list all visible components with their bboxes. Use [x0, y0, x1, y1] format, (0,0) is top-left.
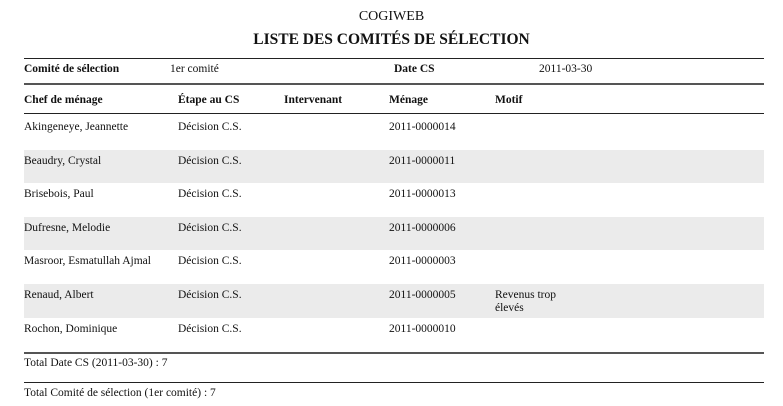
cell-chef-de-menage: Masroor, Esmatullah Ajmal — [24, 255, 151, 268]
cell-menage: 2011-0000014 — [389, 121, 456, 133]
cell-menage: 2011-0000003 — [389, 255, 456, 268]
divider — [24, 83, 764, 85]
date-value: 2011-03-30 — [539, 63, 593, 75]
table-row: Renaud, Albert Décision C.S. 2011-0000005 R… — [24, 284, 764, 318]
cell-etape: Décision C.S. — [178, 121, 242, 133]
report-title: LISTE DES COMITÉS DE SÉLECTION — [253, 31, 530, 48]
divider — [24, 113, 764, 114]
cell-menage: 2011-0000011 — [389, 154, 456, 167]
cell-chef-de-menage: Dufresne, Melodie — [24, 221, 111, 234]
cell-menage: 2011-0000005 — [389, 289, 456, 301]
cell-chef-de-menage: Rochon, Dominique — [24, 322, 118, 335]
cell-motif: Revenus trop élevés — [495, 289, 557, 314]
divider — [24, 352, 764, 354]
cell-chef-de-menage: Renaud, Albert — [24, 289, 94, 301]
divider — [24, 382, 764, 383]
cell-chef-de-menage: Akingeneye, Jeannette — [24, 121, 129, 133]
column-header-motif: Motif — [495, 94, 523, 106]
cell-etape: Décision C.S. — [178, 221, 242, 234]
committee-value: 1er comité — [170, 63, 219, 75]
cell-menage: 2011-0000006 — [389, 221, 456, 234]
table-row: Dufresne, Melodie Décision C.S. 2011-00000… — [24, 216, 764, 251]
total-committee: Total Comité de sélection (1er comité) :… — [24, 387, 216, 399]
cell-menage: 2011-0000013 — [389, 188, 456, 201]
date-label: Date CS — [394, 63, 435, 75]
committee-label: Comité de sélection — [24, 63, 120, 75]
table-row: Rochon, Dominique Décision C.S. 2011-00000… — [24, 318, 764, 352]
cell-chef-de-menage: Brisebois, Paul — [24, 188, 94, 201]
cell-etape: Décision C.S. — [178, 188, 242, 201]
table-row: Masroor, Esmatullah Ajmal Décision C.S. 20… — [24, 250, 764, 284]
cell-etape: Décision C.S. — [178, 154, 242, 167]
column-header-chef: Chef de ménage — [24, 94, 103, 106]
column-header-intervenant: Intervenant — [284, 94, 343, 106]
column-header-etape: Étape au CS — [178, 94, 240, 106]
cell-etape: Décision C.S. — [178, 322, 242, 335]
table-row: Beaudry, Crystal Décision C.S. 2011-000001… — [24, 149, 764, 184]
divider — [24, 58, 764, 59]
organization-name: COGIWEB — [358, 9, 425, 24]
cell-etape: Décision C.S. — [178, 289, 242, 301]
cell-chef-de-menage: Beaudry, Crystal — [24, 154, 102, 167]
column-header-menage: Ménage — [389, 94, 428, 106]
table-row: Akingeneye, Jeannette Décision C.S. 2011-0… — [24, 116, 764, 150]
cell-menage: 2011-0000010 — [389, 322, 456, 335]
table-row: Brisebois, Paul Décision C.S. 2011-0000013 — [24, 183, 764, 217]
cell-etape: Décision C.S. — [178, 255, 242, 268]
total-date: Total Date CS (2011-03-30) : 7 — [24, 357, 168, 369]
